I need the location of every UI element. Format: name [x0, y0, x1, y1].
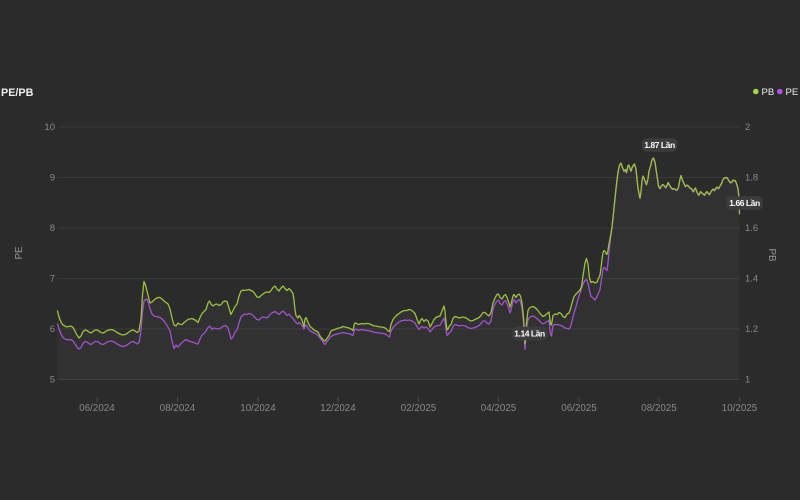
svg-text:PB: PB [766, 248, 777, 262]
svg-text:PE/PB: PE/PB [1, 87, 34, 99]
svg-text:06/2025: 06/2025 [561, 403, 597, 414]
svg-text:7: 7 [50, 274, 55, 285]
svg-text:10/2024: 10/2024 [240, 403, 276, 414]
svg-text:1.2: 1.2 [745, 324, 758, 335]
svg-text:04/2025: 04/2025 [481, 403, 517, 414]
svg-text:08/2024: 08/2024 [160, 403, 196, 414]
svg-text:10: 10 [44, 122, 55, 133]
svg-text:02/2025: 02/2025 [401, 403, 437, 414]
svg-text:9: 9 [50, 173, 55, 184]
svg-text:10/2025: 10/2025 [722, 403, 758, 414]
svg-text:PB: PB [762, 87, 775, 98]
svg-text:1.6: 1.6 [745, 223, 758, 234]
svg-text:1.87 Lần: 1.87 Lần [644, 140, 675, 150]
svg-text:5: 5 [50, 375, 55, 386]
svg-text:6: 6 [50, 324, 55, 335]
svg-text:1.14 Lần: 1.14 Lần [514, 329, 545, 339]
svg-text:2: 2 [745, 122, 750, 133]
svg-text:PE: PE [786, 87, 799, 98]
svg-text:1: 1 [745, 375, 750, 386]
svg-text:1.8: 1.8 [745, 173, 758, 184]
svg-text:8: 8 [50, 223, 55, 234]
svg-text:1.66 Lần: 1.66 Lần [729, 198, 760, 208]
svg-text:08/2025: 08/2025 [641, 403, 677, 414]
svg-text:1.4: 1.4 [745, 274, 758, 285]
svg-text:12/2024: 12/2024 [320, 403, 356, 414]
svg-text:06/2024: 06/2024 [79, 403, 115, 414]
svg-text:PE: PE [14, 246, 25, 260]
